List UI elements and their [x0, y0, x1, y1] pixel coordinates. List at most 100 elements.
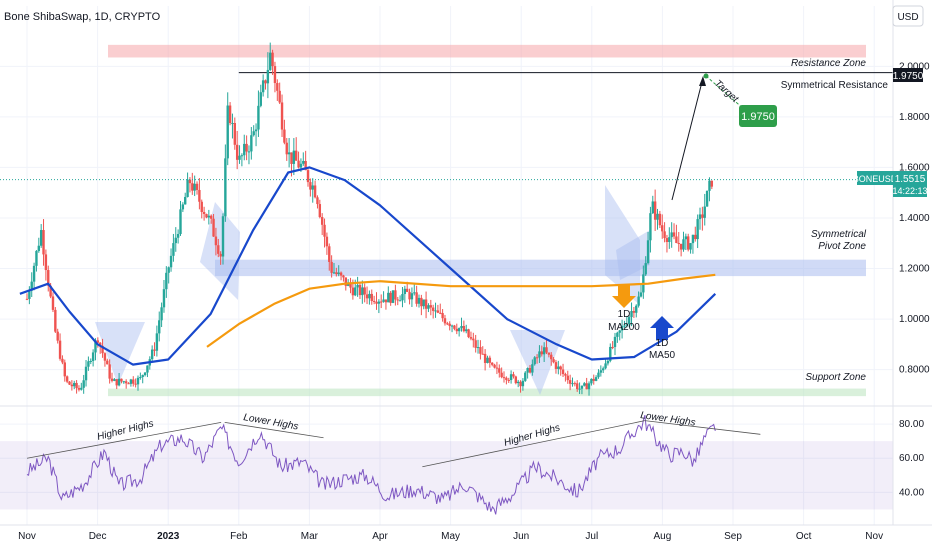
candle-down: [75, 382, 78, 389]
candle-down: [61, 358, 64, 363]
candle-down: [313, 185, 317, 198]
candle-down: [283, 129, 286, 143]
last-price-tag: BONEUSD 1.5515 14:22:13: [853, 171, 928, 197]
candle-down: [429, 305, 433, 308]
candle-up: [649, 213, 652, 241]
candle-up: [252, 131, 255, 136]
candle-up: [254, 129, 258, 132]
candle-up: [391, 290, 395, 303]
candle-down: [653, 201, 657, 220]
candle-down: [365, 294, 369, 299]
candle-down: [188, 179, 192, 184]
candle-up: [521, 380, 525, 387]
candle-down: [101, 345, 104, 354]
candle-up: [538, 351, 541, 358]
candle-up: [684, 236, 688, 240]
candle-up: [382, 299, 385, 302]
candle-down: [481, 353, 484, 355]
candle-down: [217, 245, 220, 254]
last-symbol: BONEUSD: [853, 174, 898, 184]
symmetrical-resistance-label: Symmetrical Resistance: [781, 80, 889, 91]
candle-down: [472, 338, 475, 341]
candle-up: [590, 378, 593, 384]
candle-up: [162, 289, 166, 308]
price-tick-label: 1.4000: [899, 213, 930, 224]
pattern-shape: [605, 185, 640, 305]
rsi-tick-label: 40.00: [899, 487, 924, 498]
candle-down: [110, 378, 114, 381]
currency-label: USD: [897, 12, 918, 23]
candle-down: [304, 160, 307, 171]
candle-down: [540, 351, 543, 355]
candle-down: [675, 236, 678, 243]
candle-down: [214, 236, 218, 246]
candle-down: [502, 377, 506, 379]
candle-up: [141, 375, 144, 378]
candle-down: [415, 292, 418, 304]
candle-up: [165, 272, 168, 290]
candle-down: [512, 374, 515, 377]
time-tick-label: Mar: [301, 531, 319, 542]
currency-button[interactable]: USD: [892, 5, 924, 27]
candle-down: [325, 236, 329, 247]
candle-down: [493, 364, 496, 368]
candle-up: [243, 143, 246, 156]
candle-down: [528, 368, 532, 373]
candle-down: [446, 323, 449, 325]
candle-down: [519, 381, 522, 387]
rsi-tick-label: 80.00: [899, 419, 924, 430]
candle-up: [259, 92, 262, 106]
candle-up: [186, 179, 189, 197]
candle-up: [616, 332, 619, 337]
price-tick-label: 1.8000: [899, 112, 930, 123]
ma50-label-line2: MA50: [649, 350, 676, 361]
candle-down: [453, 325, 456, 329]
candle-up: [91, 352, 95, 361]
candle-down: [443, 318, 447, 324]
candle-up: [618, 330, 621, 333]
candle-up: [292, 150, 296, 164]
candle-down: [566, 375, 569, 381]
candle-up: [587, 383, 591, 390]
candle-down: [479, 347, 482, 354]
candle-down: [49, 285, 52, 297]
candle-up: [460, 325, 463, 329]
candle-up: [377, 301, 381, 304]
candle-up: [28, 290, 31, 299]
candle-down: [701, 214, 704, 218]
candle-down: [349, 282, 352, 288]
candle-down: [561, 369, 565, 375]
zone-symmetrical-pivot-zone: [215, 259, 866, 277]
candle-up: [580, 385, 584, 389]
candle-up: [207, 215, 211, 218]
candle-down: [115, 379, 118, 386]
candle-down: [330, 261, 333, 273]
candle-up: [176, 233, 180, 238]
candle-down: [273, 66, 277, 84]
candle-up: [668, 237, 671, 242]
candle-up: [361, 287, 364, 296]
candle-down: [42, 230, 45, 255]
candle-down: [424, 299, 428, 309]
candle-up: [113, 379, 116, 381]
candle-layer: [0, 42, 893, 396]
candle-up: [240, 155, 244, 157]
candle-down: [665, 238, 669, 242]
candle-up: [691, 234, 695, 244]
candle-down: [228, 105, 232, 124]
candle-up: [689, 243, 692, 250]
candle-up: [623, 325, 626, 327]
candle-down: [474, 340, 477, 348]
candle-down: [483, 353, 487, 363]
candle-down: [592, 378, 595, 381]
zone-resistance-zone: [108, 44, 866, 58]
time-tick-label: May: [441, 531, 460, 542]
candle-down: [153, 349, 156, 351]
candle-up: [32, 265, 36, 282]
price-tick-label: 1.2000: [899, 264, 930, 275]
candle-down: [505, 377, 508, 381]
candle-down: [564, 374, 567, 376]
candle-down: [233, 123, 237, 145]
candle-up: [708, 180, 711, 191]
candle-up: [601, 368, 605, 371]
